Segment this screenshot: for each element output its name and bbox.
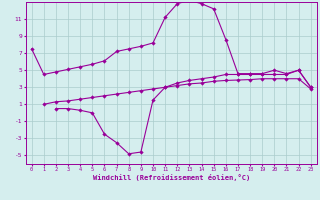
X-axis label: Windchill (Refroidissement éolien,°C): Windchill (Refroidissement éolien,°C)	[92, 174, 250, 181]
